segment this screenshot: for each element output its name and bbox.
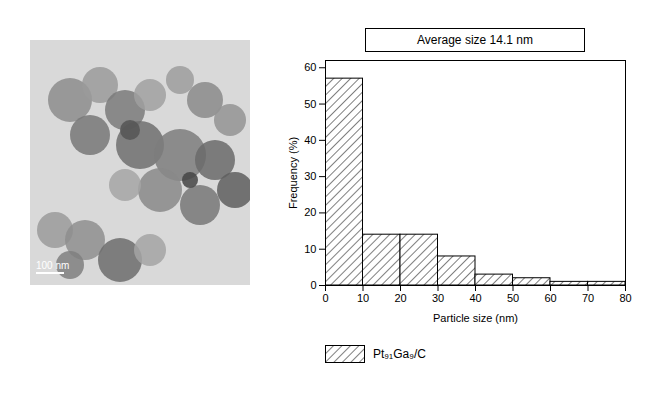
svg-text:10: 10 [357,292,369,304]
svg-text:30: 30 [304,170,316,182]
svg-text:0: 0 [322,292,328,304]
svg-text:80: 80 [619,292,631,304]
svg-text:Frequency (%): Frequency (%) [287,137,299,209]
svg-text:20: 20 [394,292,406,304]
svg-text:100 nm: 100 nm [36,260,69,271]
svg-text:60: 60 [304,61,316,73]
svg-text:50: 50 [507,292,519,304]
svg-text:10: 10 [304,243,316,255]
svg-text:20: 20 [304,206,316,218]
svg-text:50: 50 [304,98,316,110]
svg-text:40: 40 [469,292,481,304]
svg-text:Particle size (nm): Particle size (nm) [433,312,518,324]
svg-text:0: 0 [310,279,316,291]
svg-text:70: 70 [582,292,594,304]
svg-text:60: 60 [544,292,556,304]
html-text:Pt₉₁Ga₉/C: Pt₉₁Ga₉/C [373,347,426,361]
svg-text:30: 30 [432,292,444,304]
svg-text:40: 40 [304,134,316,146]
html-text:Average size 14.1 nm: Average size 14.1 nm [417,33,533,47]
